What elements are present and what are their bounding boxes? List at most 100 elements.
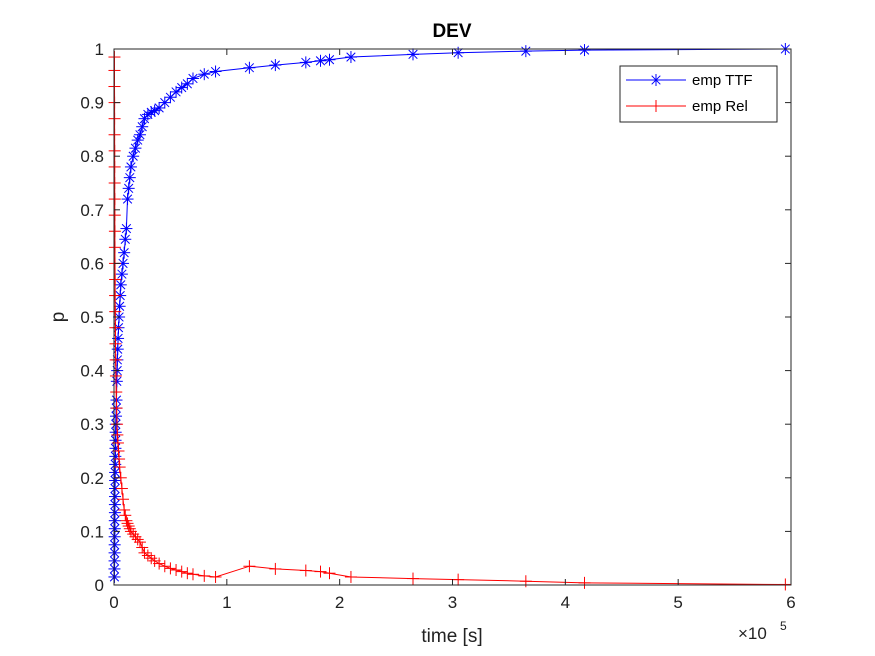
data-point — [124, 525, 137, 538]
data-point — [109, 474, 122, 487]
y-tick-label: 0.5 — [80, 308, 104, 327]
series-layer — [108, 43, 792, 591]
data-point — [109, 353, 122, 366]
x-tick-label: 6 — [786, 593, 795, 612]
data-point — [110, 410, 123, 423]
data-point — [111, 428, 124, 441]
data-point — [186, 568, 199, 581]
y-tick-label: 0.7 — [80, 201, 104, 220]
data-point — [124, 160, 137, 173]
data-point — [141, 108, 154, 121]
data-point — [109, 289, 122, 302]
data-point — [141, 549, 154, 562]
data-point — [323, 567, 336, 580]
data-point — [323, 53, 336, 66]
y-tick-label: 0.3 — [80, 415, 104, 434]
data-point — [110, 375, 123, 388]
data-point — [198, 569, 211, 582]
data-point — [269, 562, 282, 575]
data-point — [108, 546, 121, 559]
data-point — [407, 572, 420, 585]
data-point — [109, 305, 122, 318]
legend-entries: emp TTF emp Rel — [626, 72, 753, 115]
data-point — [108, 193, 121, 206]
data-point — [136, 120, 149, 133]
data-point — [109, 369, 122, 382]
data-point — [170, 85, 183, 98]
data-point — [108, 112, 121, 125]
data-point — [269, 59, 282, 72]
data-point — [314, 54, 327, 67]
data-point — [119, 509, 132, 522]
data-point — [110, 402, 123, 415]
data-point — [519, 45, 532, 58]
data-point — [299, 56, 312, 69]
x-tick-label: 1 — [222, 593, 231, 612]
data-point — [118, 246, 131, 259]
data-point — [133, 536, 146, 549]
data-point — [407, 48, 420, 61]
legend-entry-0: emp TTF — [626, 72, 753, 89]
data-point — [344, 51, 357, 64]
data-point — [115, 482, 128, 495]
data-point — [109, 466, 122, 479]
data-point — [243, 61, 256, 74]
y-tick-label: 0.9 — [80, 94, 104, 113]
data-point — [108, 241, 121, 254]
ticks-layer: 0 1 2 3 4 5 6 0 0.1 0.2 0.3 0.4 0.5 0.6 0.7 0.8 0.9 1 — [80, 40, 795, 612]
data-point — [121, 193, 134, 206]
x-axis-exponent-base: ×10 — [738, 624, 767, 643]
data-point — [114, 278, 127, 291]
y-tick-label: 0.8 — [80, 147, 104, 166]
data-point — [243, 560, 256, 573]
data-point — [129, 142, 142, 155]
data-point — [170, 563, 183, 576]
data-point — [112, 445, 125, 457]
data-point — [120, 514, 133, 527]
data-point — [108, 128, 121, 141]
data-point — [198, 68, 211, 81]
data-point — [123, 522, 136, 535]
data-point — [344, 570, 357, 583]
data-point — [138, 546, 151, 559]
data-point — [118, 503, 131, 516]
data-point — [131, 533, 144, 546]
data-point — [578, 576, 591, 589]
data-point — [119, 233, 132, 246]
data-point — [117, 493, 130, 506]
x-tick-label: 3 — [448, 593, 457, 612]
y-tick-label: 0.6 — [80, 254, 104, 273]
legend-label: emp Rel — [692, 98, 748, 115]
data-point — [779, 578, 792, 591]
data-point — [299, 564, 312, 577]
data-point — [108, 177, 121, 189]
data-point — [175, 565, 188, 578]
x-axis-exponent-power: 5 — [780, 619, 787, 633]
x-tick-label: 0 — [109, 593, 118, 612]
y-axis-label: p — [48, 312, 69, 323]
data-point — [108, 209, 121, 222]
x-tick-label: 5 — [673, 593, 682, 612]
data-point — [148, 104, 161, 117]
legend-marker — [650, 100, 662, 112]
data-point — [209, 65, 222, 78]
data-point — [109, 273, 122, 286]
data-point — [153, 557, 166, 570]
data-point — [108, 144, 121, 157]
data-point — [209, 570, 222, 583]
data-point — [158, 560, 171, 573]
data-point — [452, 573, 465, 586]
x-axis-label: time [s] — [421, 626, 482, 647]
y-tick-label: 1 — [95, 40, 104, 59]
data-point — [578, 44, 591, 57]
x-tick-label: 4 — [561, 593, 570, 612]
data-point — [133, 128, 146, 141]
y-tick-label: 0.1 — [80, 522, 104, 541]
data-point — [122, 520, 135, 533]
y-tick-label: 0.2 — [80, 469, 104, 488]
data-point — [108, 225, 121, 238]
data-point — [113, 453, 126, 466]
data-point — [145, 552, 158, 565]
data-point — [127, 528, 140, 541]
